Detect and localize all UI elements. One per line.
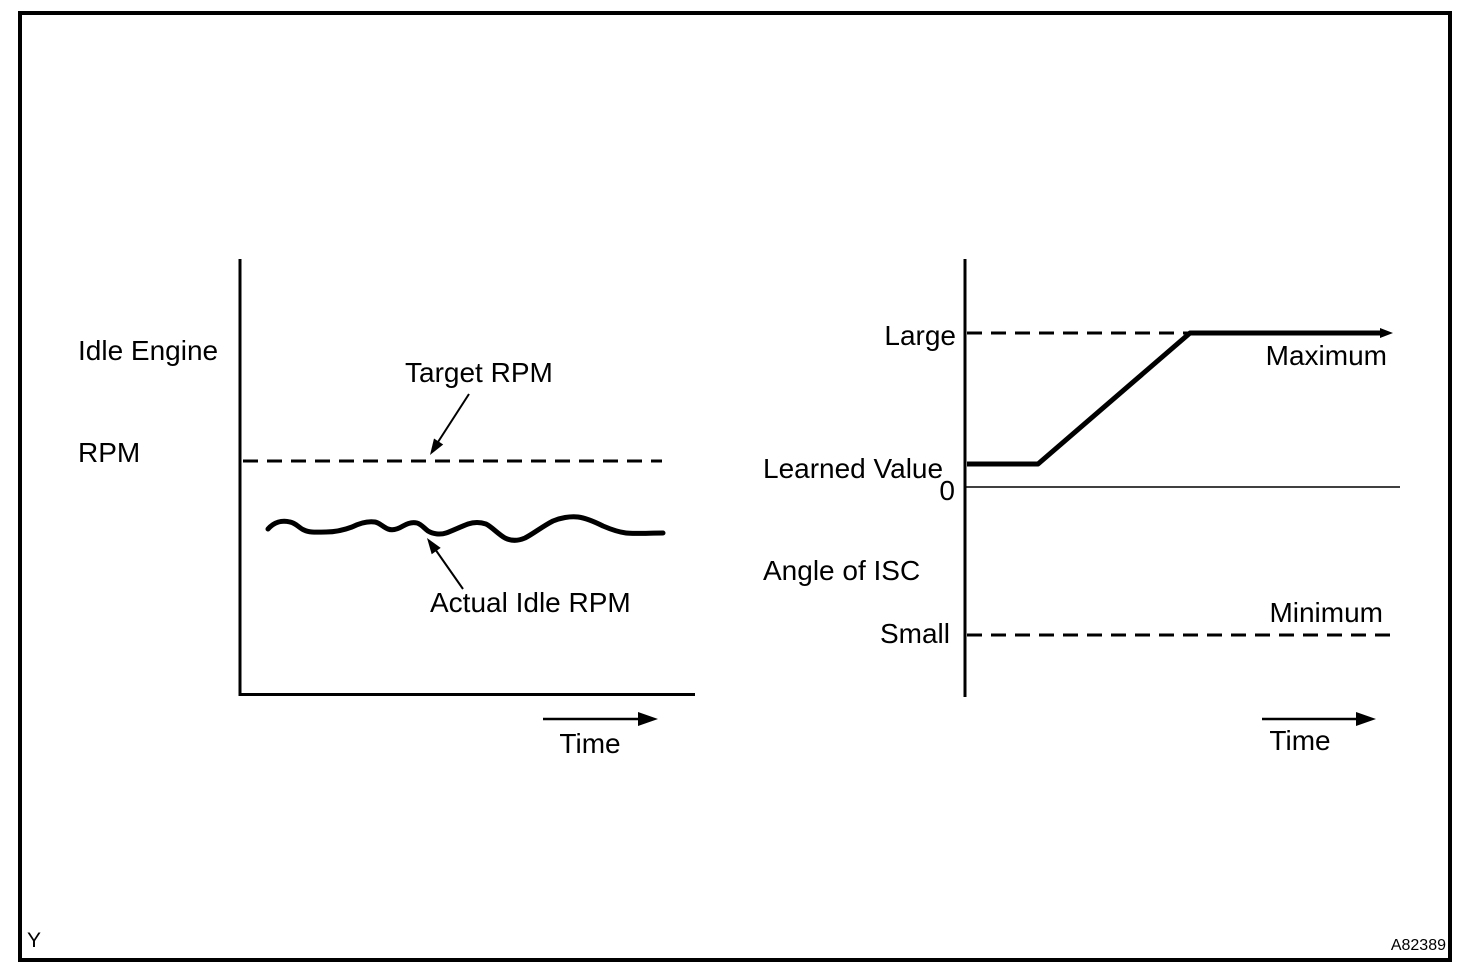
maximum-label: Maximum [1265,340,1387,371]
right-y-axis-label: Learned Value Angle of ISC [763,384,943,622]
tick-label-large: Large [884,320,956,351]
left-time-arrowhead [638,712,658,726]
figure-id: A82389 [1390,937,1446,954]
right-time-arrowhead [1356,712,1376,726]
actual-idle-rpm-arrowhead [427,538,441,555]
tick-label-zero: 0 [939,475,955,506]
tick-label-small: Small [879,618,950,649]
actual-idle-rpm-arrow-line [434,548,464,590]
actual-idle-rpm-label: Actual Idle RPM [430,587,631,618]
target-rpm-arrow-line [437,393,470,443]
right-y-axis-label-line1: Learned Value [763,453,944,484]
isc-learned-value-chart [963,259,1400,726]
target-rpm-label: Target RPM [405,357,553,388]
right-y-axis-label-line2: Angle of ISC [763,555,921,586]
right-time-label: Time [1269,725,1331,756]
learned-value-line-arrow-tip [1380,328,1393,338]
left-y-axis-label-line1: Idle Engine [78,335,219,366]
left-y-axis-label-line2: RPM [78,437,141,468]
left-time-label: Time [559,728,621,759]
page-corner-mark: Y [27,929,42,952]
idle-rpm-chart [238,259,695,726]
target-rpm-arrowhead [430,438,444,455]
learned-value-line [967,330,1384,467]
left-y-axis-label: Idle Engine RPM [78,266,218,504]
minimum-label: Minimum [1269,597,1383,628]
actual-idle-rpm-line [265,514,666,543]
